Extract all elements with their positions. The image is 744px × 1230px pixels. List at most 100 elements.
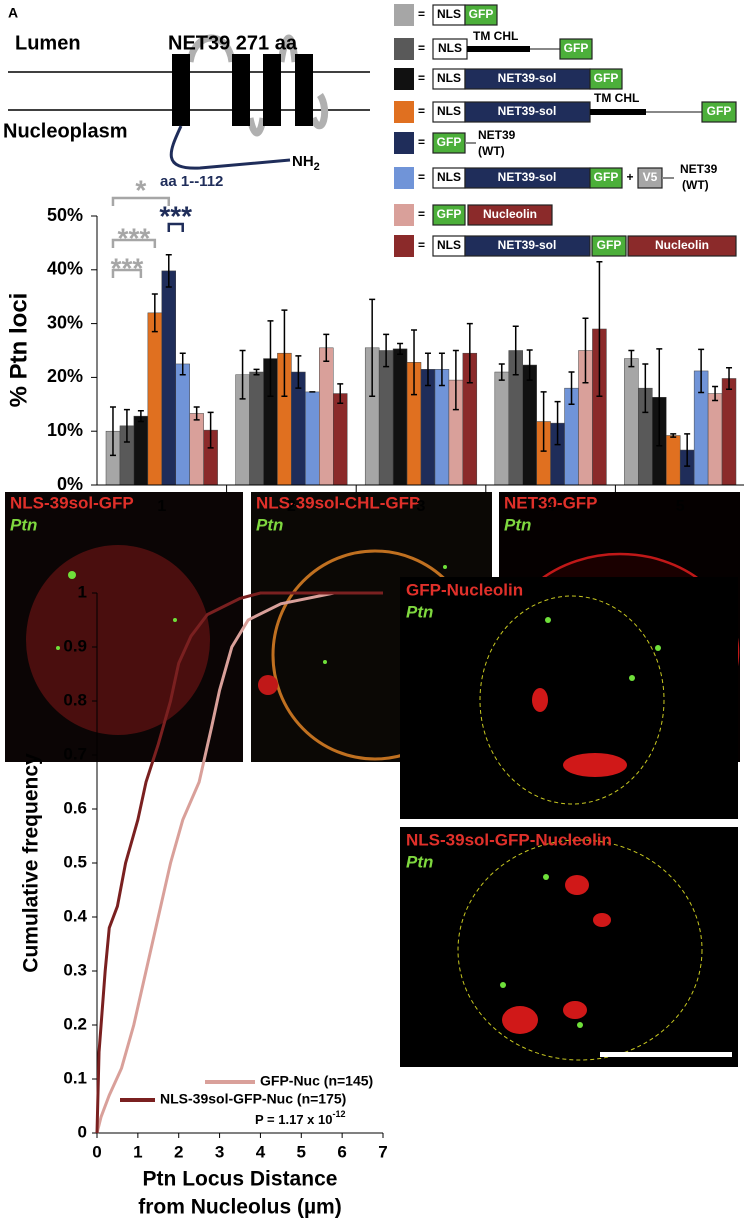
y-tick-label: 0.4	[63, 906, 87, 925]
y-tick-label: 0	[78, 1122, 87, 1141]
error-bar	[596, 260, 603, 397]
bar	[420, 369, 436, 486]
bar	[189, 413, 204, 486]
y-tick-label: 40%	[47, 259, 83, 279]
bar	[392, 348, 408, 486]
segment-label: NET39-sol	[498, 238, 557, 252]
segment-label: NLS	[438, 41, 462, 55]
locus	[68, 571, 76, 579]
y-tick-label: 50%	[47, 205, 83, 225]
y-tick-label: 0%	[57, 474, 83, 494]
micrograph	[5, 492, 243, 762]
equals: =	[418, 7, 425, 21]
equals: =	[418, 170, 425, 184]
segment-label: Nucleolin	[655, 238, 709, 252]
error-bar	[656, 348, 663, 447]
locus	[655, 645, 661, 651]
segment-label: GFP	[469, 7, 494, 21]
error-bar	[726, 366, 733, 390]
error-bar	[109, 406, 116, 457]
panel-label: A	[8, 5, 18, 21]
segment-label: GFP	[437, 207, 462, 221]
significance-label: ***	[111, 252, 144, 283]
significance-bracket	[111, 196, 171, 206]
image-title: NET39-GFP	[504, 493, 598, 512]
equals: =	[418, 207, 425, 221]
legend-label: NLS-39sol-GFP-Nuc (n=175)	[160, 1091, 346, 1107]
error-bar	[337, 383, 344, 404]
locus	[577, 1022, 583, 1028]
bar	[333, 393, 348, 486]
x-tick-label: 5	[676, 498, 685, 515]
segment-box	[559, 38, 593, 60]
error-bar	[698, 348, 705, 394]
error-bar	[369, 298, 376, 397]
error-bar	[137, 410, 144, 423]
error-bar	[239, 349, 246, 400]
error-bar	[165, 253, 172, 288]
error-bar	[684, 433, 691, 467]
bar	[305, 391, 320, 486]
segment-box	[627, 235, 737, 257]
bar	[291, 371, 306, 486]
bar	[249, 371, 264, 486]
segment-label: TM CHL	[594, 91, 639, 105]
bar	[378, 350, 394, 486]
legend-swatch	[394, 4, 414, 26]
y-tick-label: 20%	[47, 366, 83, 386]
x-tick-label: 2	[287, 498, 296, 515]
segment-label: NET39-sol	[498, 170, 557, 184]
y-axis-title: Cumulative frequency	[20, 753, 43, 973]
bar	[175, 363, 190, 486]
p-value-text: P = 1.17 x 10	[255, 1112, 332, 1127]
significance-label: ***	[159, 200, 192, 231]
tm-segment	[172, 54, 190, 126]
equals: =	[418, 71, 425, 85]
tm-segment	[232, 54, 250, 126]
p-value-exponent: -12	[332, 1109, 345, 1119]
locus	[629, 675, 635, 681]
error-bar	[670, 433, 677, 438]
y-tick-label: 0.1	[63, 1068, 87, 1087]
bar	[522, 364, 537, 486]
bar	[624, 358, 639, 486]
y-tick-label: 0.8	[63, 690, 87, 709]
significance-bracket	[111, 238, 157, 248]
legend-label: GFP-Nuc (n=145)	[260, 1073, 373, 1089]
error-bar	[323, 333, 330, 363]
x-tick-label: 3	[417, 498, 426, 515]
region-label: aa 1--112	[160, 173, 223, 190]
locus	[545, 617, 551, 623]
segment-box	[589, 167, 623, 189]
error-bar	[179, 352, 186, 376]
protein-label: NET39 271 aa	[168, 32, 298, 54]
nucleolus-outline	[457, 839, 703, 1061]
image-probe: Ptn	[406, 852, 433, 871]
error-bar	[397, 342, 404, 356]
aggregate	[258, 675, 278, 695]
error-bar	[151, 293, 158, 333]
image-title: NLS-39sol-GFP-Nucleolin	[406, 830, 612, 849]
nucleus	[26, 545, 210, 735]
y-tick-label: 30%	[47, 312, 83, 332]
x-tick-label: 4	[256, 1142, 266, 1161]
legend-swatch	[394, 204, 414, 226]
image-probe: Ptn	[504, 515, 531, 534]
x-tick-label: 3	[215, 1142, 224, 1161]
segment-box	[464, 4, 498, 26]
error-bar	[295, 355, 302, 389]
segment-label: (WT)	[682, 178, 709, 192]
error-bar	[554, 400, 561, 446]
tm-bar	[590, 109, 646, 115]
locus	[443, 565, 447, 569]
nucleolus	[565, 875, 589, 895]
tm-segment	[295, 54, 313, 126]
error-bar	[438, 352, 445, 387]
x-tick-label: 1	[157, 498, 166, 515]
segment-label: NET39	[680, 162, 718, 176]
segment-label: GFP	[564, 41, 589, 55]
y-tick-label: 0.9	[63, 636, 87, 655]
image-title: GFP-Nucleolin	[406, 580, 523, 599]
tm-bar	[467, 46, 530, 52]
x-axis-title: from Nucleolus (µm)	[138, 1196, 341, 1219]
